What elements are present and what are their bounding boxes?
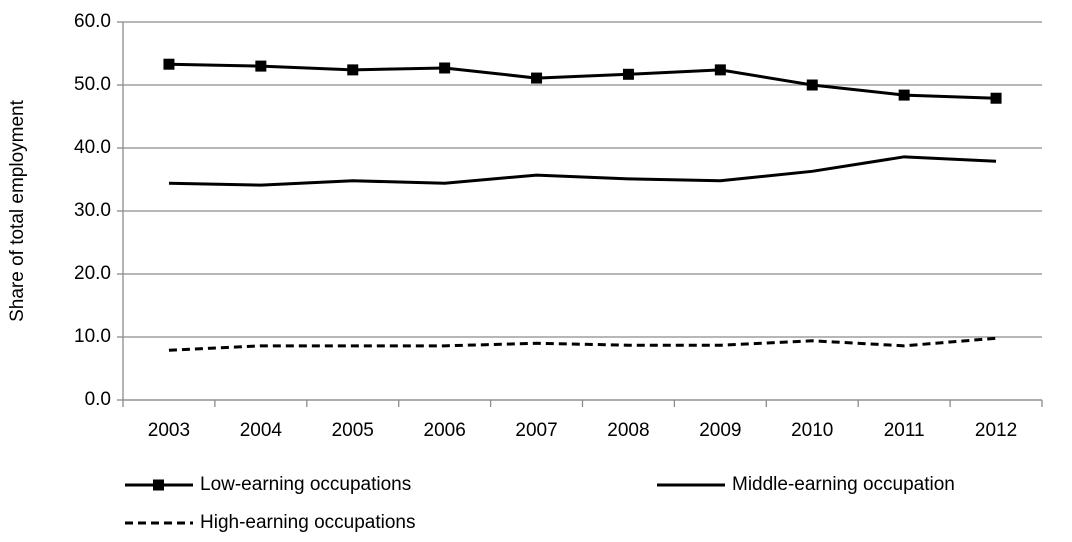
y-tick-label: 60.0 [74,11,111,32]
x-tick-label: 2006 [424,420,466,441]
y-tick-label: 10.0 [74,326,111,347]
marker [347,64,359,76]
x-tick-label: 2003 [148,420,190,441]
series-line [168,336,997,352]
y-tick-label: 30.0 [74,200,111,221]
legend-label: Middle-earning occupation [732,474,955,495]
marker [898,89,910,101]
x-tick-label: 2008 [607,420,649,441]
y-tick-label: 50.0 [74,74,111,95]
y-tick-label: 40.0 [74,137,111,158]
marker [806,79,818,91]
x-tick-label: 2004 [240,420,283,441]
marker [714,64,726,76]
marker [990,92,1002,104]
x-tick-label: 2010 [791,420,833,441]
marker [531,72,543,84]
marker [439,62,451,74]
x-tick-label: 2007 [515,420,557,441]
x-tick-label: 2005 [332,420,374,441]
marker [622,68,634,80]
x-tick-label: 2009 [699,420,741,441]
x-tick-label: 2012 [975,420,1017,441]
legend-label: Low-earning occupations [200,474,411,495]
marker [255,60,267,72]
series-line [168,62,997,100]
y-axis-label: Share of total employment [7,99,28,322]
y-tick-label: 20.0 [74,263,111,284]
marker [163,58,175,70]
legend-label: High-earning occupations [200,512,415,533]
x-tick-label: 2011 [884,420,925,441]
y-tick-label: 0.0 [85,389,111,410]
series-line [168,155,997,187]
legend-marker [153,479,164,491]
